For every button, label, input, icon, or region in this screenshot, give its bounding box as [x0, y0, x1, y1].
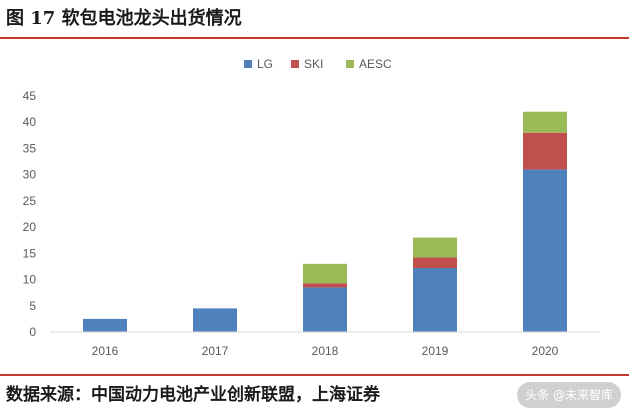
y-tick-label: 5 [29, 299, 36, 313]
x-tick-label: 2019 [422, 344, 449, 358]
legend-label-aesc: AESC [359, 57, 392, 71]
bars [83, 111, 567, 332]
bar-ski-2020 [523, 132, 567, 170]
bar-lg-2020 [523, 169, 567, 332]
legend-label-ski: SKI [304, 57, 323, 71]
bar-aesc-2020 [523, 111, 567, 133]
y-tick-label: 20 [23, 220, 37, 234]
bar-aesc-2019 [413, 237, 457, 258]
legend-swatch-ski [291, 60, 299, 68]
x-tick-label: 2018 [312, 344, 339, 358]
bar-lg-2016 [83, 318, 127, 332]
x-axis: 2016 2017 2018 2019 2020 [50, 331, 600, 358]
figure-title: 图 17 软包电池龙头出货情况 [6, 8, 242, 29]
bar-lg-2017 [193, 308, 237, 332]
bar-lg-2019 [413, 268, 457, 332]
bar-aesc-2018 [303, 263, 347, 284]
source-note: 数据来源：中国动力电池产业创新联盟，上海证券 [6, 385, 380, 405]
y-tick-label: 35 [23, 141, 37, 155]
bar-ski-2019 [413, 257, 457, 269]
legend-swatch-aesc [346, 60, 354, 68]
y-tick-label: 30 [23, 168, 37, 182]
legend-swatch-lg [244, 60, 252, 68]
y-tick-label: 0 [29, 325, 36, 339]
top-rule [0, 37, 629, 39]
chart-legend: LG SKI AESC [244, 57, 392, 71]
legend-label-lg: LG [257, 57, 273, 71]
y-tick-label: 10 [23, 273, 37, 287]
x-tick-label: 2016 [92, 344, 119, 358]
bar-lg-2018 [303, 287, 347, 332]
y-tick-label: 25 [23, 194, 37, 208]
y-axis: 0 5 10 15 20 25 30 35 40 45 [23, 89, 37, 339]
y-tick-label: 40 [23, 115, 37, 129]
x-tick-label: 2017 [202, 344, 229, 358]
watermark-badge: 头条 @未来智库 [517, 382, 621, 408]
x-tick-label: 2020 [532, 344, 559, 358]
y-tick-label: 45 [23, 89, 37, 103]
bar-ski-2018 [303, 283, 347, 288]
bottom-rule [0, 374, 629, 376]
y-tick-label: 15 [23, 246, 37, 260]
